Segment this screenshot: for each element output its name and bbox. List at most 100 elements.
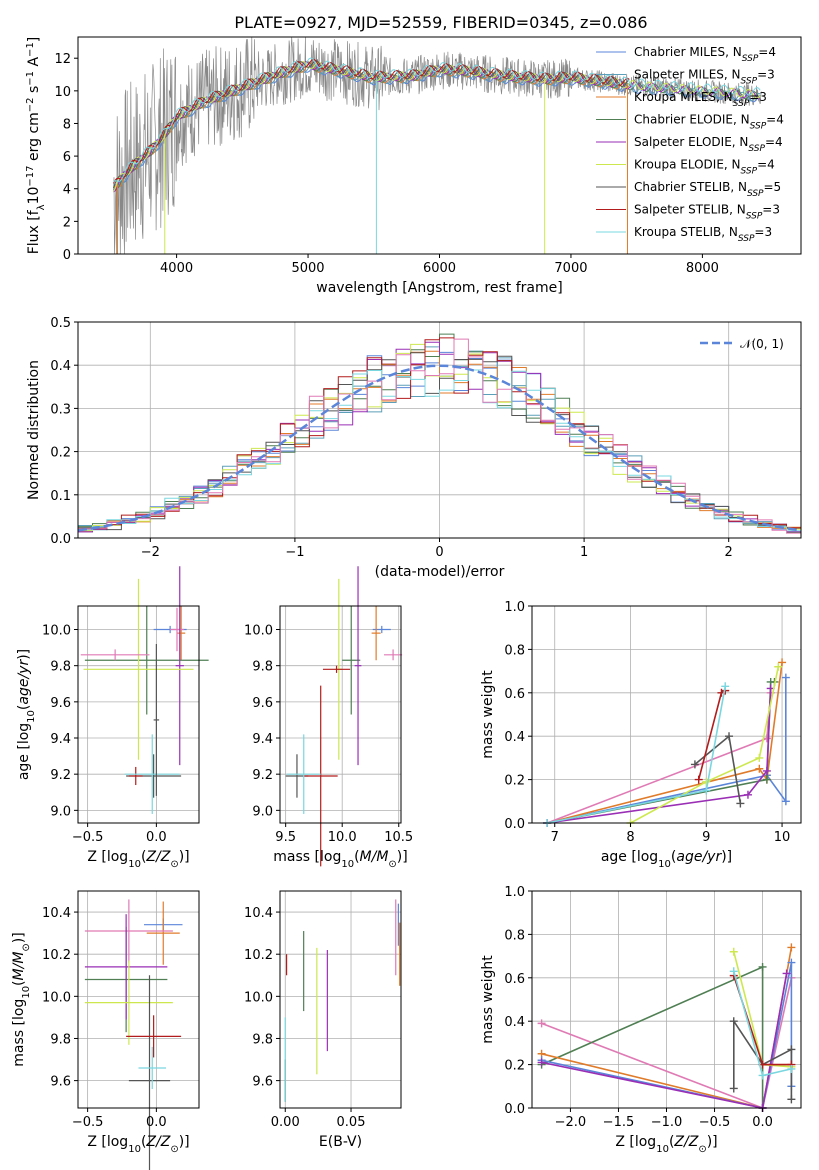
- x-tick-label: 0.0: [146, 830, 167, 845]
- weight-marker: [725, 732, 734, 741]
- legend-label: Chabrier STELIB, NSSP=5: [634, 180, 781, 199]
- y-tick-label: 0.6: [504, 687, 525, 702]
- y-tick-label: 10.0: [42, 990, 71, 1005]
- y-tick-label: 4: [63, 183, 71, 198]
- x-tick-label: 10: [774, 830, 791, 845]
- x-tick-label: −2: [141, 545, 160, 560]
- x-tick-label: −2.0: [555, 1115, 587, 1130]
- weight-marker: [787, 1045, 796, 1054]
- legend-label: Kroupa MILES, NSSP=3: [634, 90, 767, 109]
- y-tick-label: 9.6: [252, 1075, 273, 1090]
- y-axis-label: Normed distribution: [26, 360, 42, 500]
- y-tick-label: 0.2: [50, 446, 71, 461]
- y-tick-label: 0.6: [504, 972, 525, 987]
- legend-label: Kroupa ELODIE, NSSP=4: [634, 158, 775, 177]
- x-axis-label: Z [log10(Z/Z⊙)]: [87, 1134, 189, 1155]
- weight-marker: [787, 1064, 796, 1073]
- y-tick-label: 9.0: [252, 804, 273, 819]
- weight-marker: [778, 658, 787, 667]
- y-tick-label: 1.0: [504, 885, 525, 900]
- x-tick-label: 7000: [554, 261, 587, 276]
- weight-marker: [702, 786, 711, 795]
- y-axis-label: mass weight: [480, 670, 496, 759]
- weight-marker: [782, 969, 791, 978]
- weight_vs_age-axes: [532, 605, 801, 824]
- weight-marker: [755, 764, 764, 773]
- weight-marker: [537, 1058, 546, 1067]
- weight-marker: [762, 775, 771, 784]
- x-axis-label: (data-model)/error: [375, 564, 505, 580]
- weight-marker: [787, 1095, 796, 1104]
- y-tick-label: 10.4: [42, 906, 71, 921]
- weight-marker: [729, 947, 738, 956]
- weight-marker: [787, 958, 796, 967]
- histogram-step-pink: [78, 338, 801, 534]
- x-tick-label: −0.5: [699, 1115, 731, 1130]
- legend-label: 𝒩(0, 1): [740, 337, 784, 351]
- y-tick-label: 0: [63, 248, 71, 263]
- y-tick-label: 10.0: [244, 624, 273, 639]
- x-tick-label: 0.0: [146, 1115, 167, 1130]
- x-tick-label: −1: [285, 545, 304, 560]
- y-tick-label: 0.5: [50, 316, 71, 331]
- x-tick-label: 7: [551, 830, 559, 845]
- weight-line-chabrier_miles: [541, 962, 793, 1109]
- weight-marker: [755, 753, 764, 762]
- x-tick-label: 9.5: [275, 830, 296, 845]
- y-tick-label: 10: [54, 85, 71, 100]
- x-tick-label: 0.0: [752, 1115, 773, 1130]
- weight-marker: [702, 777, 711, 786]
- x-tick-label: −0.5: [72, 1115, 104, 1130]
- y-tick-label: 0.0: [50, 532, 71, 547]
- weight-marker: [762, 766, 771, 775]
- y-tick-label: 10.0: [42, 624, 71, 639]
- weight-marker: [729, 1017, 738, 1026]
- y-tick-label: 9.6: [252, 696, 273, 711]
- y-tick-label: 9.8: [252, 660, 273, 675]
- x-tick-label: 0.05: [337, 1115, 366, 1130]
- weight-line-salpeter_elodie: [547, 688, 772, 824]
- mass_vs_Z-axes: [78, 891, 199, 1108]
- x-tick-label: 9: [702, 830, 710, 845]
- weight-marker: [758, 962, 767, 971]
- histogram-step-salpeter_stelib: [78, 337, 801, 530]
- y-tick-label: 9.4: [252, 732, 273, 747]
- y-tick-label: 10.4: [244, 906, 273, 921]
- x-axis-label: Z [log10(Z/Z⊙)]: [615, 1134, 717, 1155]
- normal-curve: [77, 364, 802, 532]
- age_vs_mass-frame: [279, 605, 402, 824]
- y-axis-label: mass [log10(M/M⊙)]: [11, 932, 32, 1066]
- x-axis-label: mass [log10(M/M⊙)]: [273, 849, 407, 870]
- weight_vs_age-frame: [531, 605, 802, 824]
- weight-marker: [537, 1019, 546, 1028]
- y-tick-label: 0.1: [50, 489, 71, 504]
- x-tick-label: 10.0: [328, 830, 357, 845]
- x-tick-label: −0.5: [72, 830, 104, 845]
- y-tick-label: 9.0: [50, 804, 71, 819]
- x-tick-label: 0.00: [271, 1115, 300, 1130]
- x-axis-label: Z [log10(Z/Z⊙)]: [87, 849, 189, 870]
- weight-marker: [736, 799, 745, 808]
- spectrum-model-line-kroupa_stelib: [113, 57, 761, 182]
- weight-marker: [758, 1071, 767, 1080]
- x-tick-label: 10.5: [384, 830, 413, 845]
- weight-marker: [762, 734, 771, 743]
- y-tick-label: 0.8: [504, 643, 525, 658]
- mass_vs_ebv-frame: [279, 890, 402, 1109]
- y-tick-label: 6: [63, 150, 71, 165]
- weight-marker: [781, 673, 790, 682]
- y-tick-label: 9.8: [50, 1032, 71, 1047]
- legend-label: Salpeter ELODIE, NSSP=4: [634, 135, 783, 154]
- x-tick-label: 2: [725, 545, 733, 560]
- y-tick-label: 9.8: [252, 1032, 273, 1047]
- x-tick-label: −1.5: [603, 1115, 635, 1130]
- y-tick-label: 0.0: [504, 817, 525, 832]
- mass_vs_ebv-axes: [280, 891, 401, 1108]
- x-tick-label: 6000: [423, 261, 456, 276]
- x-tick-label: −1.0: [651, 1115, 683, 1130]
- y-tick-label: 1.0: [504, 600, 525, 615]
- weight-marker: [694, 775, 703, 784]
- y-tick-label: 0.3: [50, 402, 71, 417]
- y-tick-label: 0.4: [504, 1015, 525, 1030]
- age_vs_mass-axes: [280, 606, 401, 823]
